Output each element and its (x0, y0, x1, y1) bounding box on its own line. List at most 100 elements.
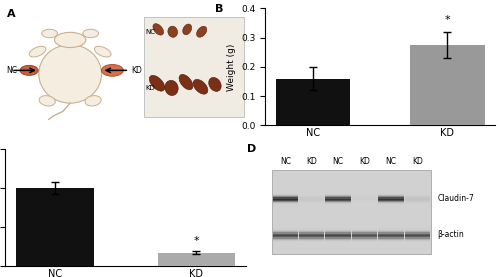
Bar (326, 222, 351, 224)
Bar (352, 198, 378, 199)
Bar (276, 79, 350, 125)
Bar (299, 206, 324, 207)
Bar (404, 238, 430, 240)
Bar (272, 234, 298, 235)
Bar (378, 196, 404, 198)
Bar (352, 201, 378, 202)
Bar (272, 231, 298, 232)
Bar (272, 225, 298, 226)
Bar (326, 227, 351, 229)
Bar (352, 204, 378, 206)
Bar (326, 246, 351, 247)
Bar (378, 225, 404, 226)
Bar (299, 196, 324, 198)
Ellipse shape (83, 29, 98, 38)
Bar (272, 224, 298, 225)
Text: NC: NC (6, 66, 17, 75)
Bar (378, 224, 404, 225)
Bar (326, 202, 351, 203)
Bar (404, 201, 430, 202)
Bar (272, 227, 298, 229)
Ellipse shape (164, 81, 180, 95)
Bar (272, 203, 298, 204)
Bar (404, 199, 430, 200)
Ellipse shape (39, 96, 56, 106)
Bar (352, 234, 378, 235)
Bar (299, 195, 324, 196)
Bar (404, 206, 430, 207)
Bar (272, 235, 298, 236)
Text: KD: KD (359, 157, 370, 166)
Bar (378, 187, 404, 188)
Bar (272, 230, 298, 231)
Bar (378, 199, 404, 200)
Bar (299, 238, 324, 240)
Ellipse shape (150, 75, 164, 91)
Bar (326, 232, 351, 234)
Bar (378, 204, 404, 206)
Bar (404, 232, 430, 234)
Bar (326, 206, 351, 207)
Bar (272, 229, 298, 230)
Bar (352, 236, 378, 237)
Ellipse shape (178, 75, 194, 90)
Bar (352, 222, 378, 224)
Bar (352, 224, 378, 225)
Ellipse shape (182, 24, 192, 35)
Bar (352, 195, 378, 196)
Bar (378, 189, 404, 190)
Ellipse shape (196, 26, 207, 37)
Bar (272, 198, 298, 199)
FancyBboxPatch shape (272, 170, 430, 254)
Bar (404, 191, 430, 193)
Bar (272, 206, 298, 207)
Bar (272, 240, 298, 241)
Ellipse shape (208, 78, 221, 91)
Bar (404, 235, 430, 236)
Bar (404, 194, 430, 195)
Bar (352, 196, 378, 198)
Bar (378, 232, 404, 234)
Bar (404, 246, 430, 247)
Bar (299, 236, 324, 237)
Bar (352, 245, 378, 246)
Bar (404, 189, 430, 190)
Bar (352, 241, 378, 242)
Bar (299, 229, 324, 230)
Bar (272, 245, 298, 246)
Bar (352, 199, 378, 200)
Bar (352, 230, 378, 231)
Bar (378, 202, 404, 203)
Bar (378, 244, 404, 245)
Bar (352, 231, 378, 232)
Bar (272, 237, 298, 238)
Bar (272, 222, 298, 224)
Bar (299, 199, 324, 200)
Bar (404, 187, 430, 188)
Bar (299, 190, 324, 191)
Bar (352, 188, 378, 189)
Bar (326, 201, 351, 202)
Bar (404, 225, 430, 226)
Bar (378, 227, 404, 229)
Bar (272, 196, 298, 198)
Bar (272, 190, 298, 191)
Bar (299, 244, 324, 245)
Bar (272, 199, 298, 200)
Bar (326, 242, 351, 244)
Bar (404, 195, 430, 196)
Text: β-actin: β-actin (438, 230, 464, 239)
Bar (352, 232, 378, 234)
Bar (326, 226, 351, 227)
Bar (352, 203, 378, 204)
Ellipse shape (39, 45, 102, 103)
Bar (326, 234, 351, 235)
Bar (326, 200, 351, 201)
Bar (299, 245, 324, 246)
Bar (404, 190, 430, 191)
Bar (352, 229, 378, 230)
Bar (410, 45, 484, 125)
Bar (326, 207, 351, 208)
Bar (326, 191, 351, 193)
Bar (404, 226, 430, 227)
